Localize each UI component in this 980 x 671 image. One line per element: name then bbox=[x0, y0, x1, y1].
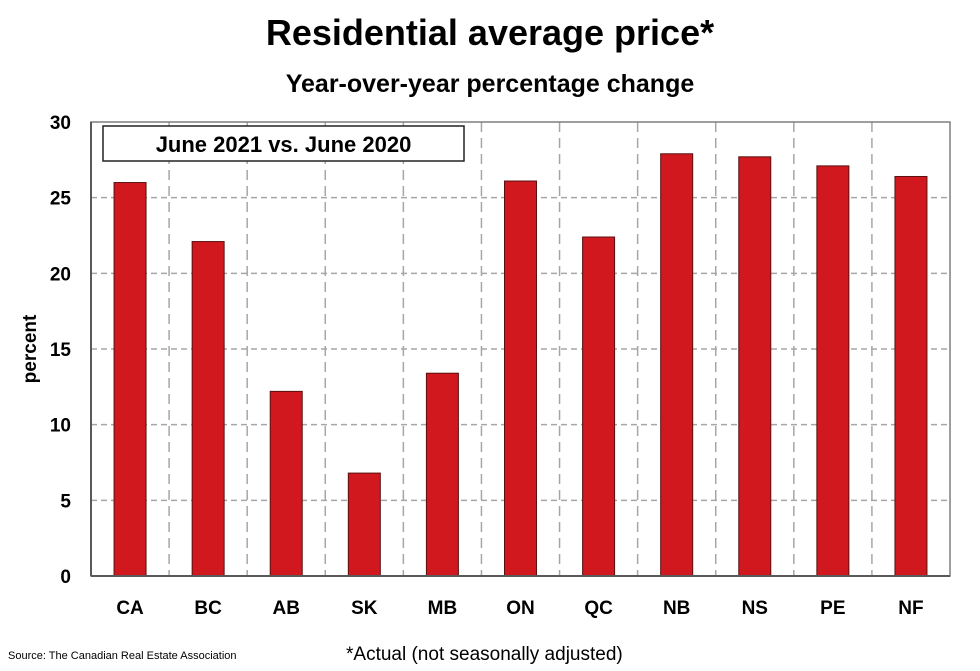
y-tick-label: 15 bbox=[50, 340, 72, 361]
x-tick-label: QC bbox=[584, 598, 613, 619]
chart-title: Residential average price* bbox=[265, 12, 715, 53]
bar-nf bbox=[894, 175, 928, 577]
x-tick-label: NF bbox=[898, 598, 923, 619]
x-tick-label: SK bbox=[351, 598, 378, 619]
x-tick-label: CA bbox=[116, 598, 144, 619]
footnote: *Actual (not seasonally adjusted) bbox=[346, 644, 623, 665]
bar-mb bbox=[425, 372, 459, 577]
chart-subtitle: Year-over-year percentage change bbox=[285, 70, 695, 98]
x-tick-label: NS bbox=[742, 598, 768, 619]
bar-ca bbox=[113, 182, 147, 577]
source-note: Source: The Canadian Real Estate Associa… bbox=[8, 650, 237, 662]
bar-nb bbox=[660, 153, 694, 577]
bar-bc bbox=[191, 241, 225, 577]
x-tick-label: MB bbox=[428, 598, 458, 619]
y-tick-label: 10 bbox=[50, 416, 71, 437]
x-tick-label: AB bbox=[273, 598, 300, 619]
x-tick-label: ON bbox=[506, 598, 535, 619]
bar-qc bbox=[582, 236, 616, 577]
y-tick-label: 5 bbox=[60, 491, 71, 512]
bar-on bbox=[504, 180, 537, 577]
y-tick-label: 30 bbox=[50, 113, 71, 134]
bar-pe bbox=[816, 165, 850, 577]
bar-ns bbox=[738, 156, 772, 577]
y-axis-label: percent bbox=[20, 314, 41, 383]
y-tick-label: 20 bbox=[50, 264, 71, 285]
x-tick-label: BC bbox=[194, 598, 222, 619]
legend-label: June 2021 vs. June 2020 bbox=[156, 132, 412, 157]
bar-sk bbox=[347, 472, 381, 577]
x-tick-label: PE bbox=[820, 598, 845, 619]
y-tick-label: 25 bbox=[50, 189, 72, 210]
x-tick-label: NB bbox=[663, 598, 690, 619]
y-tick-label: 0 bbox=[60, 567, 71, 588]
bar-ab bbox=[269, 390, 303, 577]
legend-box bbox=[102, 125, 465, 162]
